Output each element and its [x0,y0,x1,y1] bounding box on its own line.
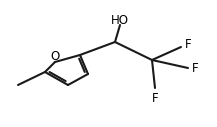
Text: HO: HO [111,13,129,27]
Text: F: F [192,61,199,75]
Text: F: F [185,38,192,52]
Text: O: O [50,50,60,62]
Text: F: F [152,92,158,105]
